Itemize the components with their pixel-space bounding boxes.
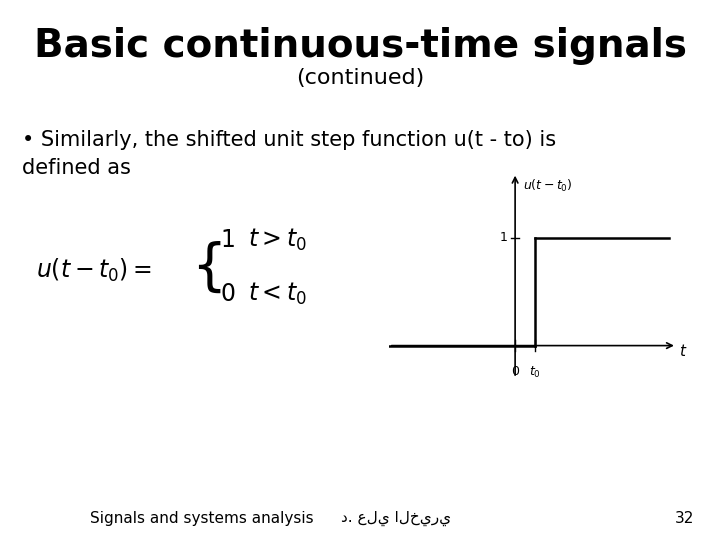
Text: $t > t_0$: $t > t_0$ bbox=[248, 227, 307, 253]
Text: $t$: $t$ bbox=[680, 343, 688, 359]
Text: $u(t-t_0) =$: $u(t-t_0) =$ bbox=[36, 256, 152, 284]
Text: 32: 32 bbox=[675, 511, 693, 526]
Text: 1: 1 bbox=[500, 231, 508, 244]
Text: 0: 0 bbox=[511, 365, 519, 378]
Text: $\{$: $\{$ bbox=[191, 240, 221, 295]
Text: $u(t-t_0)$: $u(t-t_0)$ bbox=[523, 178, 572, 194]
Text: د. علي الخيري: د. علي الخيري bbox=[341, 511, 451, 526]
Text: $t < t_0$: $t < t_0$ bbox=[248, 281, 307, 307]
Text: • Similarly, the shifted unit step function u(t - to) is
defined as: • Similarly, the shifted unit step funct… bbox=[22, 130, 556, 178]
Text: $1$: $1$ bbox=[220, 228, 234, 252]
Text: (continued): (continued) bbox=[296, 68, 424, 89]
Text: Basic continuous-time signals: Basic continuous-time signals bbox=[34, 27, 686, 65]
Text: Signals and systems analysis: Signals and systems analysis bbox=[90, 511, 313, 526]
Text: $t_0$: $t_0$ bbox=[529, 365, 541, 380]
Text: $0$: $0$ bbox=[220, 282, 235, 306]
